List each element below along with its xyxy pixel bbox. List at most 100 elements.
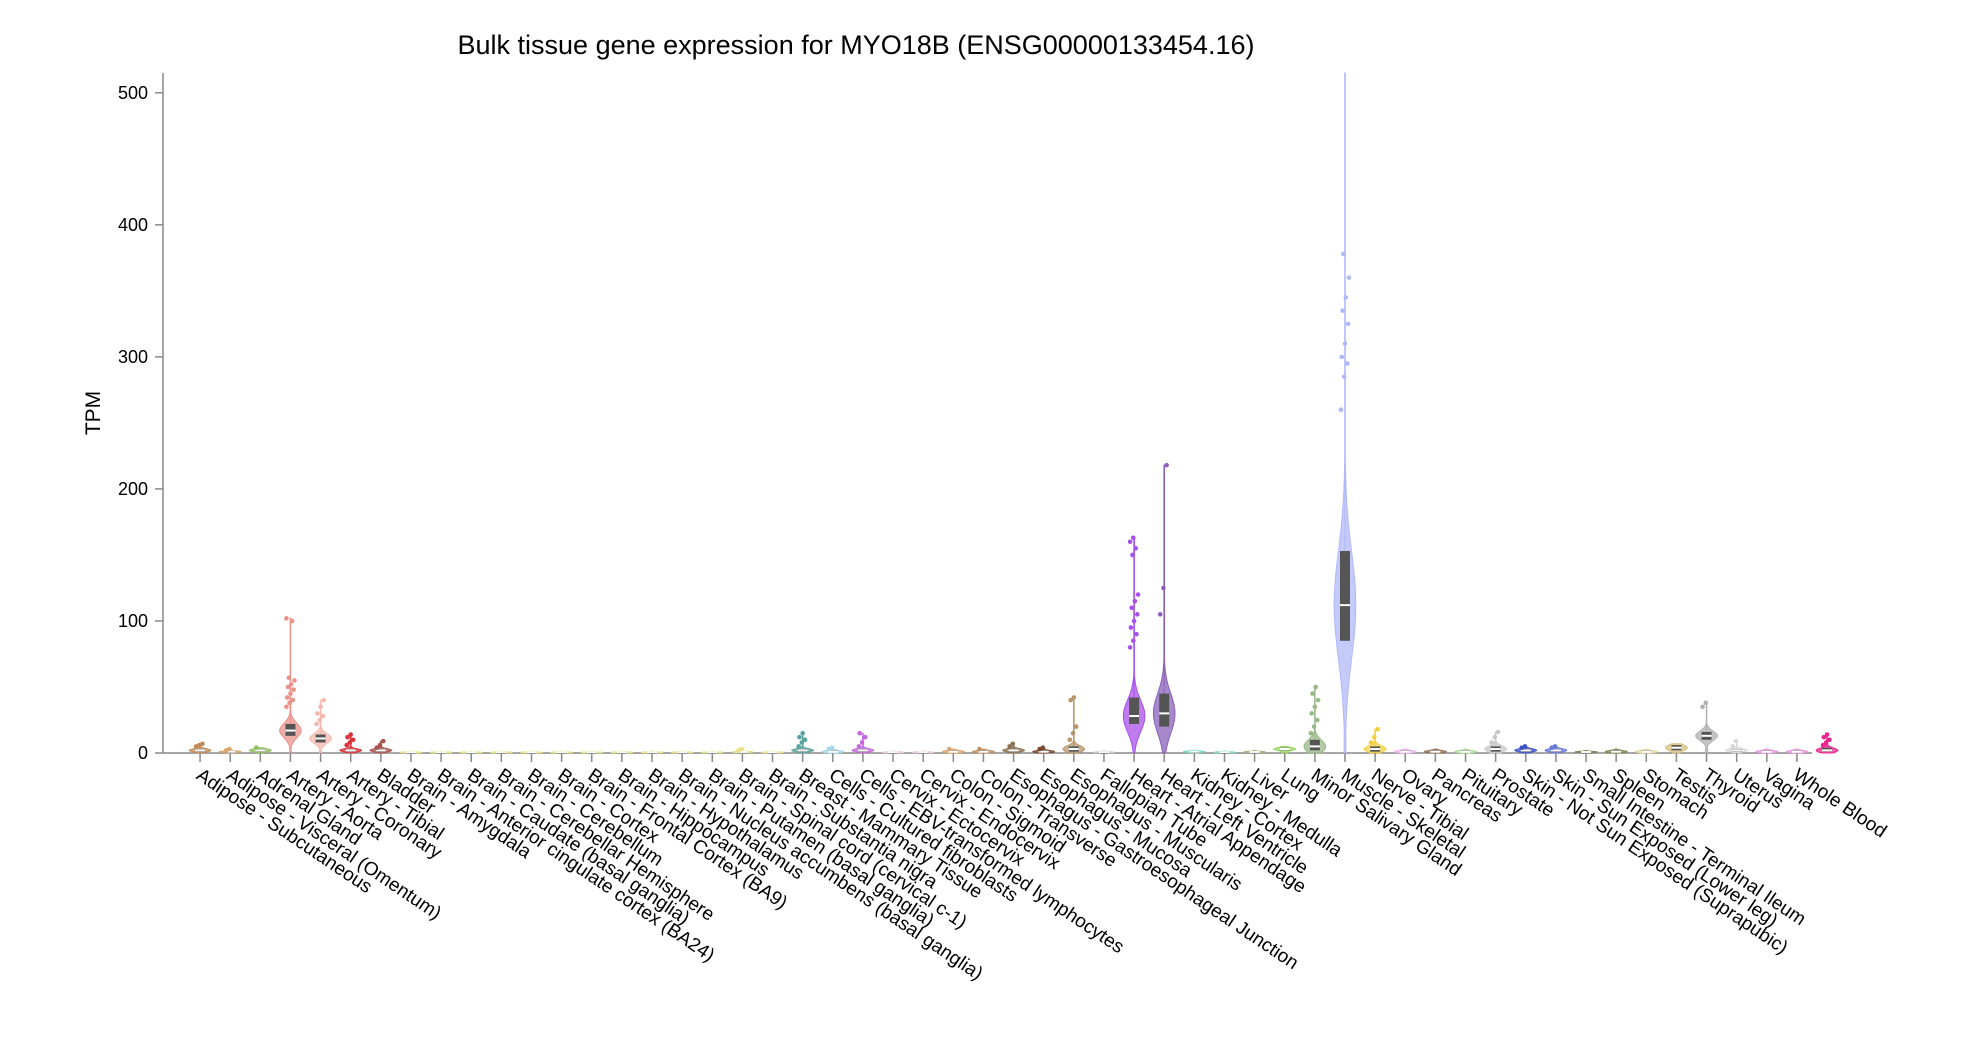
outlier-point	[1341, 251, 1346, 257]
outlier-point	[1070, 730, 1076, 736]
violin-group	[1514, 744, 1538, 754]
violin-group	[399, 750, 423, 754]
y-tick-label: 0	[138, 743, 148, 763]
outlier-point	[345, 734, 350, 740]
outlier-point	[1310, 691, 1315, 696]
outlier-point	[1311, 724, 1317, 729]
violin-group	[791, 730, 815, 754]
outlier-point	[856, 744, 862, 749]
violin-group	[218, 746, 242, 754]
violin-group	[911, 750, 935, 754]
outlier-point	[1127, 539, 1133, 545]
violin-group	[821, 745, 845, 754]
outlier-point	[314, 721, 319, 727]
violin-group	[609, 750, 634, 754]
outlier-point	[1010, 741, 1016, 747]
outlier-point	[1339, 354, 1345, 360]
outlier-point	[284, 616, 289, 621]
outlier-point	[1346, 275, 1352, 280]
outlier-point	[285, 684, 291, 690]
outlier-point	[1068, 697, 1073, 703]
violin-group	[1544, 744, 1568, 754]
y-tick-label: 100	[118, 611, 148, 631]
outlier-point	[317, 717, 323, 723]
violin-group	[851, 730, 875, 754]
outlier-point	[292, 678, 297, 683]
outlier-point	[1700, 704, 1705, 710]
outlier-point	[1315, 697, 1321, 703]
outlier-point	[1340, 308, 1345, 313]
outlier-point	[284, 695, 290, 700]
violin-group	[1002, 741, 1025, 754]
violin-group	[1815, 732, 1839, 754]
outlier-point	[1007, 744, 1012, 749]
violin-group	[339, 732, 362, 754]
outlier-point	[284, 704, 289, 710]
outlier-point	[290, 697, 296, 703]
outlier-point	[802, 737, 808, 743]
violin-group	[1634, 748, 1658, 754]
outlier-point	[1821, 734, 1827, 740]
outlier-point	[347, 740, 353, 745]
violin-group	[1424, 748, 1447, 754]
outlier-point	[739, 746, 744, 752]
violin-group	[731, 746, 754, 754]
outlier-point	[1368, 740, 1374, 745]
outlier-point	[1342, 341, 1348, 346]
violin-group	[429, 750, 453, 754]
outlier-point	[348, 732, 354, 737]
outlier-point	[1127, 645, 1133, 650]
violin-group	[1122, 535, 1146, 754]
y-axis-label: TPM	[82, 391, 105, 435]
outlier-point	[200, 741, 205, 747]
outlier-point	[315, 711, 320, 716]
violin-group	[490, 750, 513, 754]
outlier-point	[1157, 612, 1163, 617]
outlier-point	[1733, 738, 1739, 744]
outlier-point	[1703, 700, 1709, 706]
violin-group	[1363, 726, 1387, 754]
outlier-point	[1071, 695, 1077, 700]
outlier-point	[291, 687, 296, 692]
outlier-point	[1309, 711, 1314, 716]
violin-group	[761, 750, 784, 754]
outlier-point	[1345, 361, 1350, 366]
outlier-point	[1131, 618, 1137, 624]
violin-group	[188, 741, 212, 754]
violin-group	[670, 750, 694, 754]
outlier-point	[1130, 638, 1136, 644]
outlier-point	[377, 742, 383, 748]
outlier-point	[286, 675, 292, 681]
outlier-point	[1129, 605, 1134, 611]
outlier-point	[797, 734, 802, 740]
violin-group	[881, 750, 905, 754]
outlier-point	[1128, 625, 1134, 630]
violin-group	[1213, 750, 1236, 754]
outlier-point	[374, 745, 380, 751]
iqr-box	[1309, 739, 1320, 751]
iqr-box	[1129, 697, 1140, 724]
violin-group	[640, 750, 665, 754]
outlier-point	[380, 738, 386, 744]
outlier-point	[1313, 684, 1318, 690]
outlier-point	[321, 697, 327, 703]
outlier-point	[1492, 734, 1498, 740]
outlier-point	[350, 737, 356, 743]
outlier-point	[800, 730, 805, 736]
outlier-point	[1308, 730, 1314, 736]
outlier-point	[1133, 546, 1138, 551]
y-tick-label: 500	[118, 83, 148, 103]
outlier-point	[1314, 717, 1320, 723]
outlier-point	[1495, 729, 1501, 735]
violin-group	[459, 750, 483, 754]
outlier-point	[863, 734, 868, 740]
violin-group	[1665, 743, 1688, 754]
chart-title: Bulk tissue gene expression for MYO18B (…	[458, 30, 1255, 60]
outlier-point	[1345, 321, 1351, 327]
outlier-point	[1489, 740, 1494, 745]
violin-group	[1152, 462, 1176, 754]
violin-group	[309, 697, 332, 754]
violin-series	[188, 72, 1839, 754]
violin-group	[369, 738, 393, 754]
